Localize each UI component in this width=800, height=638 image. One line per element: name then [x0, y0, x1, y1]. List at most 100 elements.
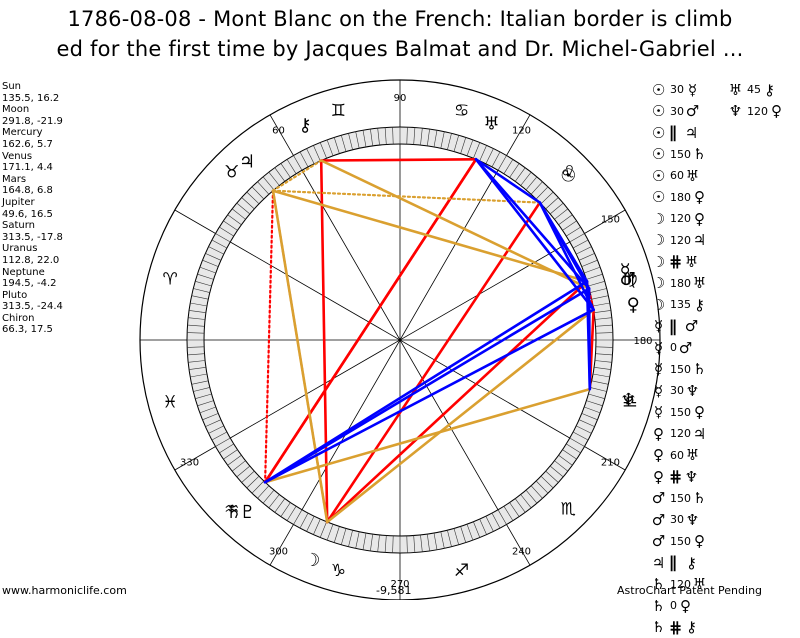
- degree-label: 120: [512, 126, 531, 137]
- aspect-line-venus-pluto: [265, 310, 593, 483]
- aspect-angle: 45: [747, 83, 761, 96]
- aspect-planet-a-icon: ☽: [651, 210, 666, 228]
- aspect-planet-b-icon: ♂: [684, 317, 699, 335]
- aspect-angle: 150: [670, 535, 691, 548]
- aspect-row: ♅45⚷: [728, 79, 798, 101]
- aspect-line-mars-saturn: [265, 289, 589, 483]
- aspect-angle: 120: [747, 105, 768, 118]
- aspect-angle: 30: [670, 513, 684, 526]
- degree-label: 330: [180, 458, 199, 469]
- aspect-lines: [265, 159, 593, 522]
- aspect-angle: 120: [670, 427, 691, 440]
- aspect-row: ☿150♄: [651, 359, 727, 381]
- aspect-row: ♂ 30♆: [651, 509, 727, 531]
- aspect-row: ☽120♀: [651, 208, 727, 230]
- aspect-angle: 30: [670, 384, 684, 397]
- aspect-planet-b-icon: ♆: [684, 468, 699, 486]
- aspect-planet-a-icon: ☽: [651, 253, 666, 271]
- aspect-list-secondary: ♅45⚷♆ 120♀: [728, 79, 798, 122]
- aspect-planet-b-icon: ⚷: [684, 618, 699, 636]
- aspect-row: ♄0♀: [651, 595, 727, 617]
- aspect-planet-b-icon: ♄: [692, 360, 707, 378]
- aspect-row: ☿0♂: [651, 337, 727, 359]
- aspect-line-uranus-chiron: [321, 159, 476, 160]
- aspect-row: ☽135⚷: [651, 294, 727, 316]
- aspect-angle: 150: [670, 406, 691, 419]
- aspect-planet-a-icon: ♂: [651, 532, 666, 550]
- aspect-parallel-icon: ⋕: [669, 618, 683, 637]
- aspect-angle: 60: [670, 169, 684, 182]
- aspect-row: ♀60♅: [651, 445, 727, 467]
- aspect-planet-a-icon: ☉: [651, 102, 666, 120]
- zodiac-sagittarius-icon: ♐: [454, 561, 469, 581]
- aspect-planet-b-icon: ♆: [685, 511, 700, 529]
- aspect-parallel-icon: ∥: [669, 123, 683, 142]
- aspect-planet-b-icon: ♅: [684, 253, 699, 271]
- aspect-planet-a-icon: ☿: [651, 317, 666, 335]
- aspect-planet-b-icon: ♅: [692, 274, 707, 292]
- aspect-row: ♄⋕⚷: [651, 617, 727, 638]
- zodiac-aries-icon: ♈: [162, 269, 177, 289]
- degree-label: 210: [601, 458, 620, 469]
- venus-icon: ♀: [627, 294, 640, 315]
- aspect-angle: 180: [670, 191, 691, 204]
- aspect-planet-b-icon: ♃: [692, 231, 707, 249]
- chiron-icon: ⚷: [299, 115, 312, 136]
- degree-label: 180: [633, 336, 652, 347]
- sign-divider: [175, 210, 216, 234]
- aspect-planet-a-icon: ♂: [651, 511, 666, 529]
- aspect-row: ☽⋕♅: [651, 251, 727, 273]
- jupiter-icon: ♃: [239, 151, 255, 172]
- aspect-angle: 30: [670, 105, 684, 118]
- aspect-angle: 30: [670, 83, 684, 96]
- aspect-row: ♃∥⚷: [651, 552, 727, 574]
- aspect-planet-b-icon: ♅: [685, 446, 700, 464]
- aspect-planet-b-icon: ♃: [684, 124, 699, 142]
- aspect-planet-a-icon: ☉: [651, 188, 666, 206]
- aspect-parallel-icon: ⋕: [669, 252, 683, 271]
- aspect-planet-b-icon: ♀: [692, 188, 707, 206]
- aspect-planet-a-icon: ♀: [651, 468, 666, 486]
- aspect-planet-a-icon: ☽: [651, 296, 666, 314]
- degree-label: 60: [272, 126, 285, 137]
- aspect-planet-b-icon: ♂: [685, 102, 700, 120]
- aspect-planet-a-icon: ♆: [728, 102, 743, 120]
- aspect-row: ♆ 120♀: [728, 101, 798, 123]
- aspect-row: ☉ 60♅: [651, 165, 727, 187]
- aspect-planet-a-icon: ☿: [651, 382, 666, 400]
- aspect-row: ♀120♃: [651, 423, 727, 445]
- aspect-planet-b-icon: ♄: [692, 145, 707, 163]
- aspect-planet-a-icon: ♂: [651, 489, 666, 507]
- aspect-planet-a-icon: ♄: [651, 618, 666, 636]
- aspect-planet-b-icon: ♀: [692, 532, 707, 550]
- mars-icon: ♂: [620, 269, 636, 290]
- aspect-row: ☽120♃: [651, 230, 727, 252]
- aspect-angle: 150: [670, 148, 691, 161]
- aspect-angle: 0: [670, 599, 677, 612]
- aspect-angle: 120: [670, 234, 691, 247]
- aspect-angle: 120: [670, 212, 691, 225]
- aspect-planet-a-icon: ♄: [651, 597, 666, 615]
- aspect-row: ☿∥♂: [651, 316, 727, 338]
- aspect-planet-a-icon: ☽: [651, 274, 666, 292]
- aspect-row: ☉ 180♀: [651, 187, 727, 209]
- moon-icon: ☽: [304, 550, 320, 571]
- aspect-planet-b-icon: ♀: [769, 102, 784, 120]
- aspect-planet-a-icon: ☉: [651, 167, 666, 185]
- aspect-planet-a-icon: ☉: [651, 145, 666, 163]
- zodiac-pisces-icon: ♓: [162, 393, 177, 413]
- aspect-planet-b-icon: ♆: [685, 382, 700, 400]
- aspect-angle: 150: [670, 492, 691, 505]
- aspect-row: ☽180♅: [651, 273, 727, 295]
- aspect-planet-a-icon: ☉: [651, 124, 666, 142]
- aspect-planet-a-icon: ♃: [651, 554, 666, 572]
- footer-score: -9,581: [376, 584, 411, 597]
- aspect-planet-b-icon: ♅: [685, 167, 700, 185]
- degree-label: 240: [512, 546, 531, 557]
- aspect-planet-a-icon: ☿: [651, 403, 666, 421]
- aspect-planet-a-icon: ♀: [651, 425, 666, 443]
- neptune-icon: ♆: [620, 390, 636, 411]
- zodiac-capricorn-icon: ♑: [331, 561, 346, 581]
- footer-website: www.harmoniclife.com: [2, 584, 127, 597]
- aspect-angle: 135: [670, 298, 691, 311]
